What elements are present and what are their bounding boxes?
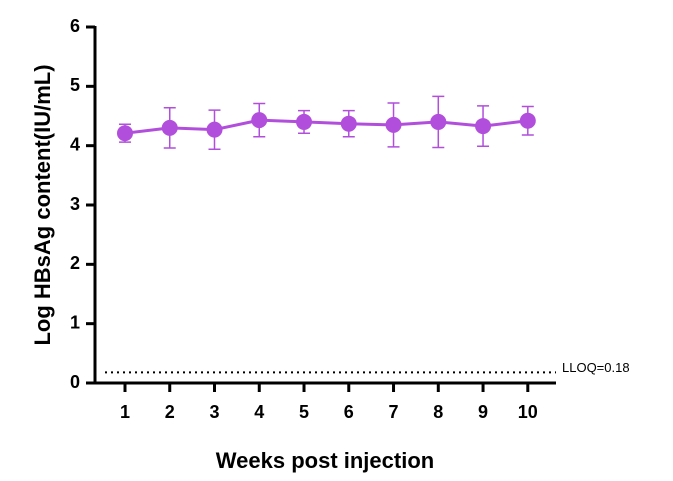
y-tick-label: 2 <box>70 253 80 273</box>
data-point <box>519 112 536 129</box>
data-point <box>251 112 268 129</box>
x-tick-label: 8 <box>433 402 443 422</box>
x-tick-label: 7 <box>389 402 399 422</box>
x-tick-label: 4 <box>254 402 264 422</box>
y-tick-label: 0 <box>70 372 80 392</box>
data-point <box>385 116 402 133</box>
x-tick-label: 1 <box>120 402 130 422</box>
x-tick-label: 9 <box>478 402 488 422</box>
y-tick-label: 6 <box>70 16 80 36</box>
x-tick-label: 3 <box>209 402 219 422</box>
x-tick-label: 5 <box>299 402 309 422</box>
y-tick-label: 4 <box>70 134 80 154</box>
data-point <box>296 113 313 130</box>
x-axis-title: Weeks post injection <box>216 448 434 473</box>
data-point <box>161 119 178 136</box>
x-tick-label: 6 <box>344 402 354 422</box>
data-point <box>206 121 223 138</box>
reference-label: LLOQ=0.18 <box>562 360 630 375</box>
data-point <box>475 118 492 135</box>
data-point <box>116 125 133 142</box>
y-tick-label: 1 <box>70 312 80 332</box>
data-point <box>340 115 357 132</box>
data-point <box>430 113 447 130</box>
x-tick-label: 10 <box>518 402 538 422</box>
y-tick-label: 3 <box>70 194 80 214</box>
data-line <box>124 118 528 135</box>
y-tick-label: 5 <box>70 75 80 95</box>
y-axis-title: Log HBsAg content(IU/mL) <box>30 64 55 345</box>
x-tick-label: 2 <box>165 402 175 422</box>
